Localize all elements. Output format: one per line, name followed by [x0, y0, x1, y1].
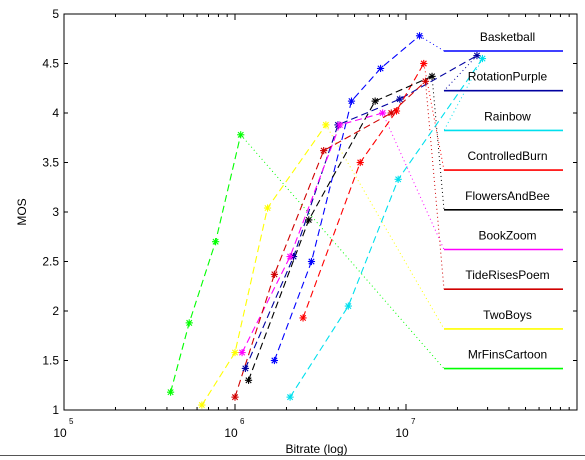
- data-point-MrFinsCartoon: [166, 388, 175, 396]
- legend-connector-MrFinsCartoon: [240, 134, 445, 369]
- legend-label-TwoBoys: TwoBoys: [483, 308, 532, 322]
- y-tick-label: 4: [52, 106, 59, 120]
- legend-label-ControlledBurn: ControlledBurn: [467, 149, 547, 163]
- data-point-RotationPurple: [473, 51, 481, 60]
- data-point-MrFinsCartoon: [185, 319, 193, 327]
- x-tick-label-base: 10: [224, 426, 238, 440]
- legend-connector-FlowersAndBee: [431, 76, 445, 210]
- x-tick-label-exponent: 5: [69, 417, 74, 426]
- data-point-FlowersAndBee: [428, 72, 436, 80]
- axis-ticks: [63, 13, 577, 411]
- data-point-TwoBoys: [231, 348, 239, 357]
- legend-label-RotationPurple: RotationPurple: [468, 70, 548, 84]
- data-point-Basketball: [376, 64, 385, 73]
- data-point-RotationPurple: [241, 364, 249, 373]
- bottom-divider: [0, 455, 585, 456]
- legend-label-TideRisesPoem: TideRisesPoem: [465, 268, 549, 282]
- legend-label-Basketball: Basketball: [480, 30, 535, 44]
- legend-connectors: [240, 35, 483, 369]
- data-point-RotationPurple: [396, 95, 404, 103]
- series-line-MrFinsCartoon: [170, 134, 242, 393]
- y-tick-label: 4.5: [42, 57, 59, 71]
- legend-label-BookZoom: BookZoom: [478, 229, 536, 243]
- data-point-Basketball: [415, 32, 424, 40]
- y-tick-label: 3.5: [42, 156, 59, 170]
- data-point-BookZoom: [379, 109, 387, 117]
- series-points: [166, 32, 487, 409]
- series-line-TwoBoys: [201, 124, 327, 406]
- data-point-TwoBoys: [198, 401, 206, 409]
- data-point-FlowersAndBee: [371, 97, 379, 105]
- data-point-ControlledBurn: [420, 59, 428, 68]
- series-line-Basketball: [273, 35, 420, 361]
- series-line-BookZoom: [241, 112, 383, 353]
- data-point-Rainbow: [286, 393, 294, 401]
- legend-connector-TwoBoys: [325, 124, 445, 330]
- series-line-Rainbow: [289, 58, 483, 398]
- data-point-MrFinsCartoon: [211, 238, 220, 246]
- legend-label-FlowersAndBee: FlowersAndBee: [465, 189, 550, 203]
- data-point-Basketball: [307, 257, 316, 266]
- legend-label-Rainbow: Rainbow: [484, 109, 531, 123]
- y-tick-label: 2: [52, 304, 59, 318]
- data-point-TideRisesPoem: [320, 147, 328, 155]
- data-point-BookZoom: [286, 252, 294, 261]
- data-point-BookZoom: [336, 121, 344, 129]
- data-point-ControlledBurn: [356, 158, 364, 167]
- x-tick-label-exponent: 7: [411, 417, 416, 426]
- legend-connector-Rainbow: [443, 58, 483, 131]
- series-lines: [170, 35, 483, 406]
- x-tick-label-base: 10: [395, 426, 409, 440]
- data-point-TideRisesPoem: [421, 77, 430, 85]
- y-tick-label: 5: [52, 7, 59, 21]
- y-tick-label: 2.5: [42, 255, 59, 269]
- data-point-ControlledBurn: [299, 314, 307, 322]
- data-point-TideRisesPoem: [387, 109, 395, 117]
- data-point-Rainbow: [478, 54, 487, 63]
- data-point-MrFinsCartoon: [237, 131, 245, 139]
- y-tick-labels: 1 1.5 2 2.5 3 3.5 4 4.5 5: [42, 7, 59, 417]
- x-tick-label-exponent: 6: [240, 417, 245, 426]
- y-tick-label: 3: [52, 205, 59, 219]
- data-point-Rainbow: [394, 175, 402, 183]
- data-point-TideRisesPoem: [231, 393, 239, 401]
- y-tick-label: 1.5: [42, 354, 59, 368]
- data-point-TideRisesPoem: [270, 270, 279, 278]
- data-point-FlowersAndBee: [305, 216, 313, 224]
- series-line-ControlledBurn: [302, 63, 425, 319]
- data-point-Basketball: [270, 356, 279, 365]
- data-point-FlowersAndBee: [244, 376, 253, 384]
- legend-connector-RotationPurple: [443, 55, 478, 92]
- data-point-Rainbow: [344, 302, 352, 310]
- legend-connector-Basketball: [419, 35, 445, 52]
- data-point-Basketball: [347, 97, 356, 105]
- series-line-TideRisesPoem: [234, 80, 426, 398]
- y-axis-title: MOS: [15, 198, 29, 225]
- data-point-BookZoom: [238, 348, 246, 357]
- series-line-RotationPurple: [244, 55, 478, 369]
- data-point-TwoBoys: [322, 121, 330, 129]
- legend-label-MrFinsCartoon: MrFinsCartoon: [468, 348, 547, 362]
- data-point-TwoBoys: [263, 204, 272, 212]
- y-tick-label: 1: [52, 403, 59, 417]
- x-tick-label-base: 10: [53, 426, 67, 440]
- legend: Basketball RotationPurple Rainbow Controlle…: [444, 30, 563, 370]
- x-axis-title: Bitrate (log): [285, 442, 347, 456]
- legend-connector-TideRisesPoem: [424, 81, 445, 290]
- legend-connector-BookZoom: [382, 112, 445, 250]
